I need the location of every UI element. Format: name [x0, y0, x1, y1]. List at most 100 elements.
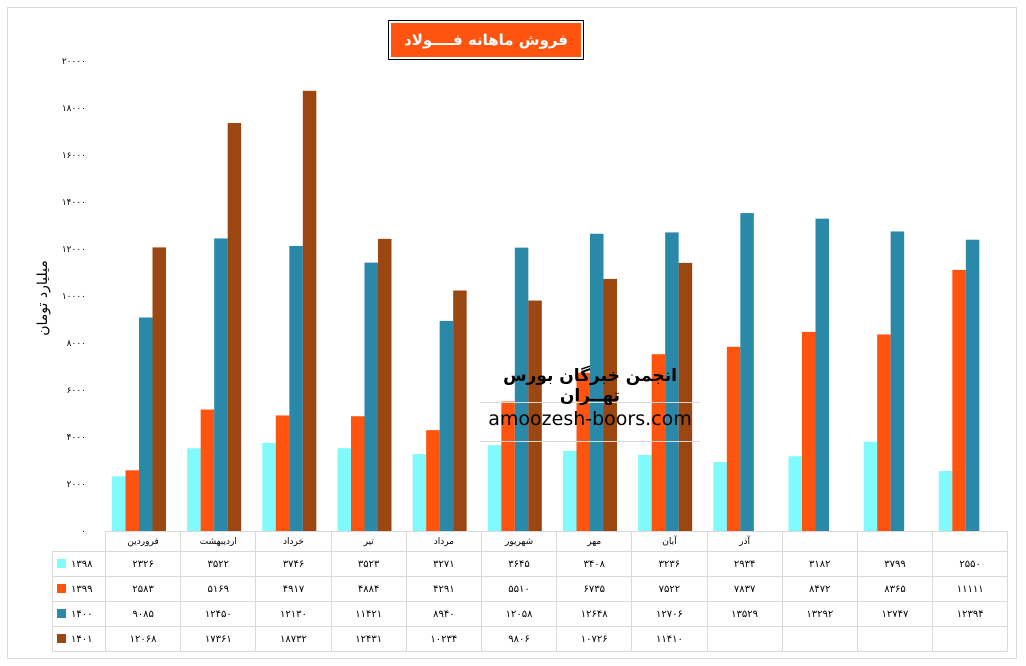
category-label: اردیبهشت: [180, 531, 257, 552]
legend-entry: ۱۴۰۱: [52, 626, 106, 652]
data-label: ۱۲۷۰۶: [631, 601, 708, 627]
data-label: ۴۹۱۷: [255, 576, 332, 602]
bar: [665, 232, 679, 531]
data-label: ۵۵۱۰: [480, 576, 558, 602]
category-label: مرداد: [405, 531, 482, 552]
bar: [364, 262, 378, 531]
data-label: ۸۳۶۵: [856, 576, 934, 602]
data-label: ۳۲۳۶: [631, 551, 708, 577]
data-label: ۹۸۰۶: [480, 626, 558, 652]
series-name: ۱۴۰۰: [71, 608, 93, 620]
data-label: ۶۷۳۵: [556, 576, 633, 602]
bar: [501, 401, 515, 531]
bar: [678, 262, 693, 531]
data-label: ۱۳۲۹۲: [781, 601, 858, 627]
bar: [863, 441, 878, 531]
data-label: ۲۵۸۳: [104, 576, 182, 602]
category-label: [781, 531, 858, 552]
bar: [412, 454, 427, 531]
data-label: ۱۲۴۵۰: [180, 601, 257, 627]
data-label: ۹۰۸۵: [104, 601, 182, 627]
bar: [487, 445, 502, 531]
y-tick-label: ۴۰۰۰: [67, 433, 86, 443]
bar: [289, 245, 303, 531]
bar: [603, 278, 617, 531]
data-label: ۱۲۳۹۴: [932, 601, 1009, 627]
data-label: ۳۶۴۵: [480, 551, 558, 577]
data-label: [932, 626, 1009, 652]
bar: [528, 300, 542, 531]
y-tick-label: ۲۰۰۰: [67, 480, 86, 490]
bar: [426, 430, 440, 531]
bar: [227, 123, 242, 531]
data-label: ۸۹۴۰: [405, 601, 482, 627]
data-table: فروردین اردیبهشت خرداد تیر مرداد شهریور مهر آبا…: [52, 531, 1009, 652]
data-label: ۳۵۲۲: [180, 551, 257, 577]
bar: [952, 269, 966, 531]
data-label: ۲۳۲۶: [104, 551, 182, 577]
category-label: فروردین: [104, 531, 182, 552]
bar: [439, 320, 454, 531]
y-tick-label: ۱۴۰۰۰: [62, 198, 86, 208]
category-label: تیر: [330, 531, 407, 552]
data-label: ۲۵۵۰: [932, 551, 1009, 577]
watermark-url: amoozesh-boors.com: [488, 408, 692, 430]
table-row: ۱۳۹۸ ۲۳۲۶ ۳۵۲۲ ۳۷۴۶ ۳۵۲۳ ۳۲۷۱ ۳۶۴۵ ۳۴۰۸ ۳۲۳۶ ۲۹۳۴…: [52, 551, 1009, 577]
bar: [802, 331, 816, 531]
data-label: ۱۲۷۴۷: [856, 601, 934, 627]
series-name: ۱۳۹۸: [71, 558, 93, 570]
legend-swatch: [57, 609, 66, 618]
bar: [152, 247, 166, 532]
data-label: ۱۱۴۲۱: [330, 601, 407, 627]
bar: [788, 456, 802, 531]
data-label: ۱۱۴۱۰: [631, 626, 708, 652]
data-label: [781, 626, 858, 652]
chart-title-box: فروش ماهانه فــــولاد: [388, 20, 584, 60]
data-label: ۱۲۱۳۰: [255, 601, 332, 627]
data-label: ۱۲۶۴۸: [556, 601, 633, 627]
bar: [726, 346, 741, 531]
data-label: ۱۰۲۳۴: [405, 626, 482, 652]
data-label: [856, 626, 934, 652]
bar: [302, 90, 317, 531]
legend-entry: ۱۳۹۸: [52, 551, 106, 577]
data-label: ۱۱۱۱۱: [932, 576, 1009, 602]
data-label: ۴۸۸۴: [330, 576, 407, 602]
bar: [453, 290, 467, 531]
bar: [112, 476, 126, 531]
data-label: ۱۳۵۲۹: [706, 601, 783, 627]
legend-entry: ۱۳۹۹: [52, 576, 106, 602]
data-label: ۱۰۷۲۶: [556, 626, 633, 652]
data-label: ۸۴۷۲: [781, 576, 858, 602]
data-label: ۳۵۲۳: [330, 551, 407, 577]
data-label: ۷۸۳۷: [706, 576, 783, 602]
bar: [187, 448, 201, 531]
watermark-name: انجمن خبرگان بورس تهــران: [503, 366, 677, 406]
data-label: ۱۲۰۶۸: [104, 626, 182, 652]
data-label: ۳۴۰۸: [556, 551, 633, 577]
data-label: ۳۷۹۹: [856, 551, 934, 577]
bar: [590, 233, 604, 531]
category-label: [856, 531, 934, 552]
table-header-row: فروردین اردیبهشت خرداد تیر مرداد شهریور مهر آبا…: [52, 531, 1009, 552]
category-label: خرداد: [255, 531, 332, 552]
legend-swatch: [57, 559, 66, 568]
bar: [815, 218, 829, 531]
bar: [337, 448, 351, 531]
bar: [378, 238, 392, 531]
bar: [651, 354, 666, 531]
bar: [890, 231, 905, 531]
bar: [351, 416, 365, 531]
bar: [275, 415, 290, 531]
bar: [938, 471, 953, 531]
data-label: ۱۲۰۵۸: [480, 601, 558, 627]
bar: [965, 239, 980, 531]
table-row: ۱۳۹۹ ۲۵۸۳ ۵۱۶۹ ۴۹۱۷ ۴۸۸۴ ۴۲۹۱ ۵۵۱۰ ۶۷۳۵ ۷۵۲۲ ۷۸۳۷…: [52, 576, 1009, 602]
bar: [125, 470, 139, 531]
watermark-divider: [480, 441, 700, 442]
bar: [877, 334, 891, 531]
y-axis-label: میلیارد تومان: [35, 260, 51, 336]
legend-swatch: [57, 634, 66, 643]
data-label: ۳۱۸۲: [781, 551, 858, 577]
